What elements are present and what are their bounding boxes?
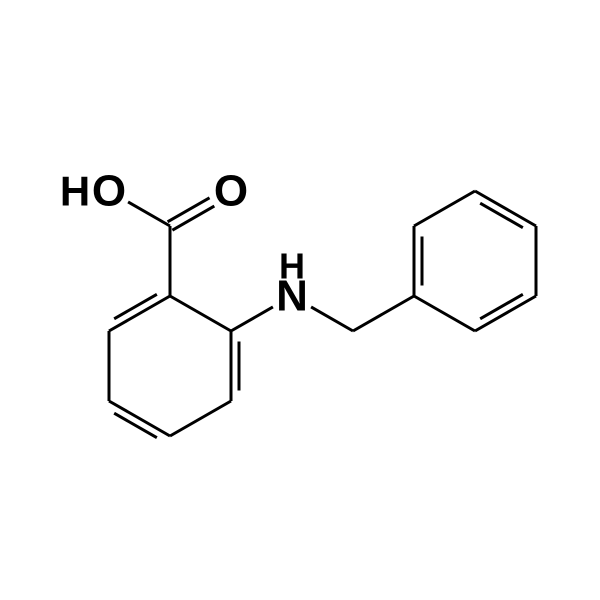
atom-label: O [214, 167, 248, 216]
atom-label: O [92, 167, 126, 216]
atom-label: H [60, 168, 90, 215]
molecule-diagram: HOOHN [0, 0, 600, 600]
atom-label: N [276, 272, 308, 321]
